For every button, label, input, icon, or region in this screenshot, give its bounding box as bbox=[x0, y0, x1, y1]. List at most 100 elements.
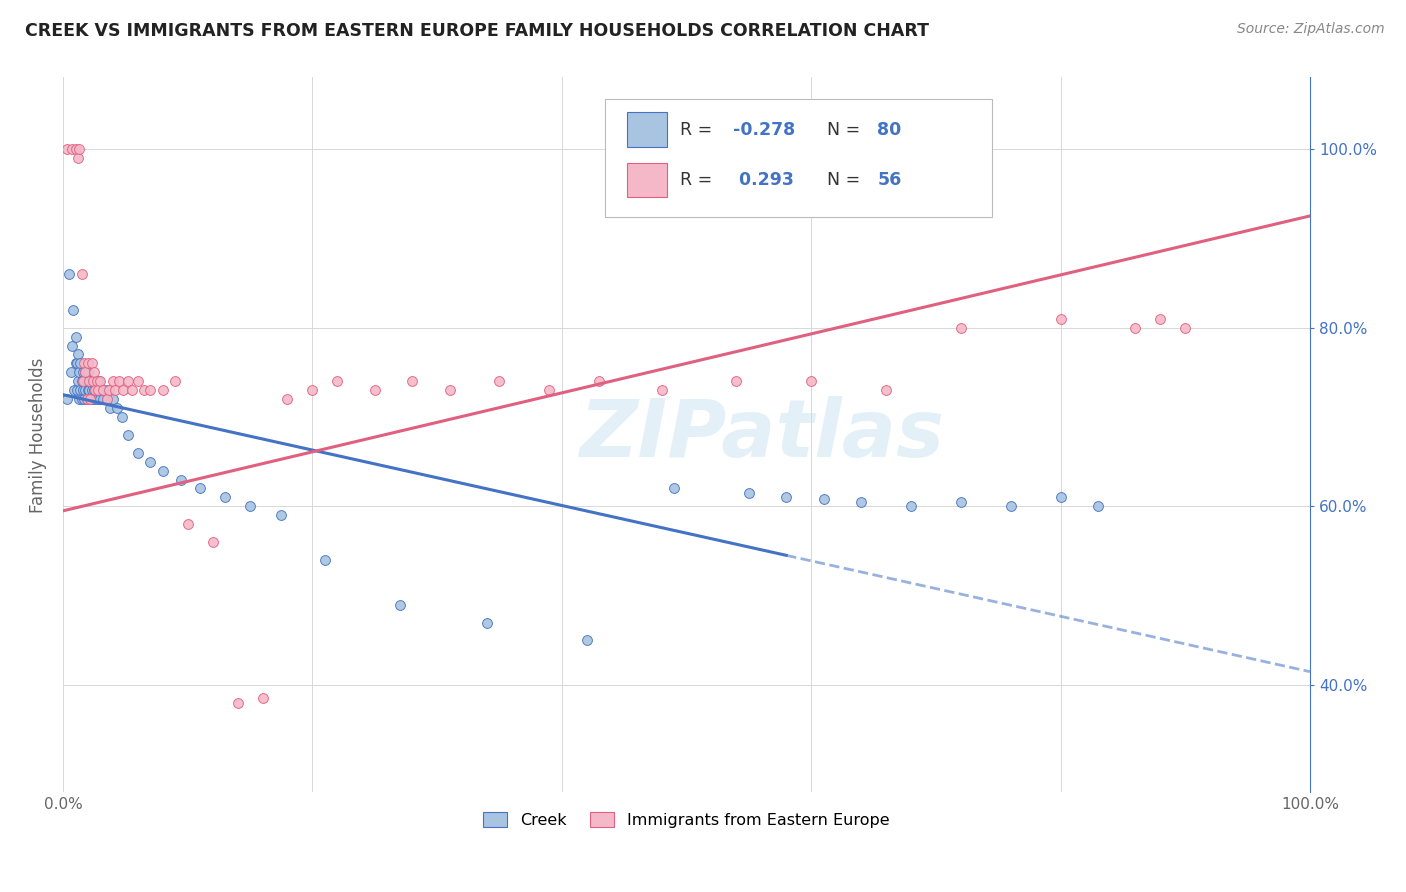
Point bbox=[252, 691, 274, 706]
Point bbox=[70, 374, 93, 388]
Point bbox=[813, 492, 835, 507]
Point bbox=[127, 374, 149, 388]
Text: 56: 56 bbox=[877, 170, 901, 189]
Point bbox=[949, 320, 972, 334]
Point bbox=[91, 383, 114, 397]
Point bbox=[949, 495, 972, 509]
Point bbox=[66, 151, 89, 165]
Point bbox=[108, 374, 131, 388]
Point bbox=[364, 383, 387, 397]
Point bbox=[388, 598, 411, 612]
Point bbox=[75, 365, 97, 379]
Point bbox=[86, 374, 108, 388]
Point bbox=[96, 392, 118, 406]
Point bbox=[800, 374, 823, 388]
Point bbox=[77, 383, 100, 397]
Point bbox=[301, 383, 323, 397]
Point bbox=[538, 383, 561, 397]
Point bbox=[63, 383, 86, 397]
Point bbox=[72, 383, 94, 397]
Point bbox=[73, 356, 96, 370]
Point bbox=[177, 517, 200, 532]
Point bbox=[67, 392, 90, 406]
Point bbox=[72, 365, 94, 379]
Point bbox=[83, 374, 105, 388]
Point bbox=[139, 455, 162, 469]
Point bbox=[86, 374, 108, 388]
Text: N =: N = bbox=[827, 170, 866, 189]
Point bbox=[80, 383, 103, 397]
Point bbox=[239, 500, 262, 514]
Point bbox=[65, 142, 87, 156]
Point bbox=[1149, 311, 1171, 326]
Point bbox=[725, 374, 748, 388]
Point bbox=[84, 392, 107, 406]
Point bbox=[84, 383, 107, 397]
Point bbox=[226, 696, 249, 710]
Point bbox=[60, 338, 83, 352]
Point bbox=[83, 365, 105, 379]
Text: Source: ZipAtlas.com: Source: ZipAtlas.com bbox=[1237, 22, 1385, 37]
Point bbox=[575, 633, 598, 648]
Point bbox=[314, 553, 336, 567]
Point bbox=[89, 392, 111, 406]
Point bbox=[77, 374, 100, 388]
Point bbox=[72, 374, 94, 388]
Point bbox=[79, 374, 101, 388]
Point bbox=[82, 374, 104, 388]
Point bbox=[84, 374, 107, 388]
Point bbox=[439, 383, 461, 397]
Point bbox=[201, 535, 224, 549]
Point bbox=[66, 347, 89, 361]
FancyBboxPatch shape bbox=[627, 162, 666, 197]
Point bbox=[55, 392, 77, 406]
Point bbox=[139, 383, 162, 397]
Point bbox=[401, 374, 423, 388]
Point bbox=[875, 383, 897, 397]
Point bbox=[104, 383, 127, 397]
Point bbox=[76, 374, 98, 388]
Point bbox=[67, 142, 90, 156]
Point bbox=[77, 356, 100, 370]
Point bbox=[87, 392, 110, 406]
Point bbox=[1049, 311, 1071, 326]
Point bbox=[59, 365, 82, 379]
Point bbox=[1125, 320, 1147, 334]
Point bbox=[101, 392, 124, 406]
Point bbox=[69, 356, 91, 370]
Point bbox=[76, 392, 98, 406]
Point bbox=[152, 464, 174, 478]
FancyBboxPatch shape bbox=[606, 99, 993, 217]
Text: ZIPatlas: ZIPatlas bbox=[579, 396, 943, 474]
Point bbox=[87, 383, 110, 397]
Point bbox=[83, 383, 105, 397]
Point bbox=[111, 409, 134, 424]
Text: R =: R = bbox=[681, 120, 718, 138]
Text: N =: N = bbox=[827, 120, 866, 138]
Point bbox=[55, 142, 77, 156]
Point bbox=[738, 486, 761, 500]
Point bbox=[121, 383, 143, 397]
Point bbox=[79, 392, 101, 406]
Point bbox=[73, 392, 96, 406]
Point bbox=[82, 374, 104, 388]
Point bbox=[1174, 320, 1197, 334]
Text: 80: 80 bbox=[877, 120, 901, 138]
Point bbox=[96, 392, 118, 406]
Point bbox=[93, 383, 115, 397]
Point bbox=[111, 383, 134, 397]
Point bbox=[662, 482, 685, 496]
Point bbox=[170, 473, 193, 487]
Point bbox=[270, 508, 292, 523]
Point bbox=[488, 374, 510, 388]
Point bbox=[165, 374, 187, 388]
Point bbox=[97, 383, 120, 397]
Point bbox=[89, 383, 111, 397]
Text: -0.278: -0.278 bbox=[733, 120, 794, 138]
Point bbox=[1049, 491, 1071, 505]
Point bbox=[132, 383, 155, 397]
Point bbox=[900, 500, 922, 514]
Point bbox=[77, 365, 100, 379]
Point bbox=[76, 392, 98, 406]
Point bbox=[69, 383, 91, 397]
